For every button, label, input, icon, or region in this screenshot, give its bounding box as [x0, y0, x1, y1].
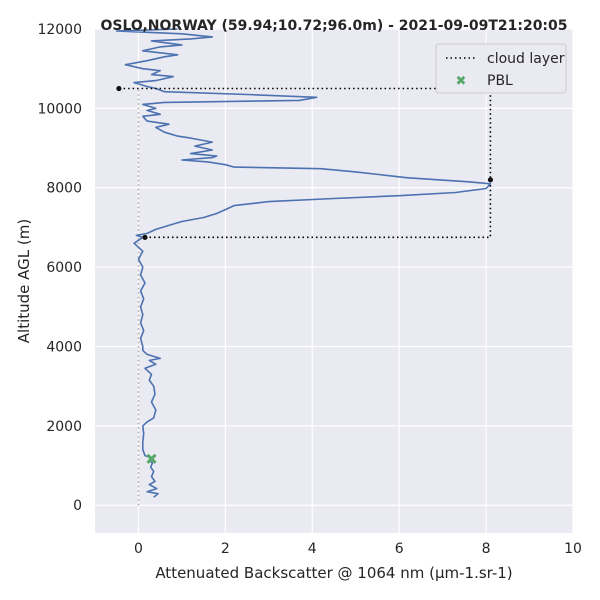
- backscatter-profile-line: [115, 28, 492, 498]
- legend-cloud-layer-label: cloud layer: [487, 51, 565, 67]
- y-tick-label: 12000: [37, 22, 82, 38]
- series-layer: [115, 28, 494, 506]
- legend-pbl-marker: ✖: [456, 74, 467, 89]
- grid: [95, 28, 574, 533]
- y-tick-label: 2000: [46, 419, 82, 435]
- x-tick-label: 4: [308, 541, 317, 557]
- cloud-boundary-point: [487, 177, 494, 183]
- x-axis-label: Attenuated Backscatter @ 1064 nm (µm-1.s…: [155, 564, 512, 582]
- pbl-marker-stroke: [146, 453, 157, 464]
- chart-title: OSLO,NORWAY (59.94;10.72;96.0m) - 2021-0…: [100, 18, 567, 34]
- legend-box: [435, 43, 567, 94]
- x-tick-label: 10: [564, 541, 582, 557]
- legend-pbl-label: PBL: [487, 73, 513, 89]
- cloud-boundary-point: [142, 234, 148, 240]
- x-tick-label: 0: [134, 541, 143, 557]
- y-tick-label: 4000: [46, 339, 82, 355]
- y-tick-label: 6000: [46, 260, 82, 276]
- x-tick-label: 6: [395, 541, 404, 557]
- y-tick-label: 10000: [37, 101, 82, 117]
- plot-background: [95, 29, 573, 533]
- y-tick-label: 8000: [46, 181, 82, 197]
- legend: cloud layer ✖ PBL: [435, 43, 567, 94]
- pbl-marker: [146, 453, 157, 464]
- y-tick-label: 0: [73, 498, 82, 514]
- y-axis-label: Altitude AGL (m): [15, 219, 33, 343]
- cloud-layer-outline: [118, 87, 492, 239]
- ticks: 0 2 4 6 8 10 0 2000 4000 6000 8000 10000 12000: [37, 22, 581, 557]
- x-tick-label: 2: [221, 541, 230, 557]
- cloud-boundary-point: [116, 85, 122, 92]
- x-tick-label: 8: [482, 541, 491, 557]
